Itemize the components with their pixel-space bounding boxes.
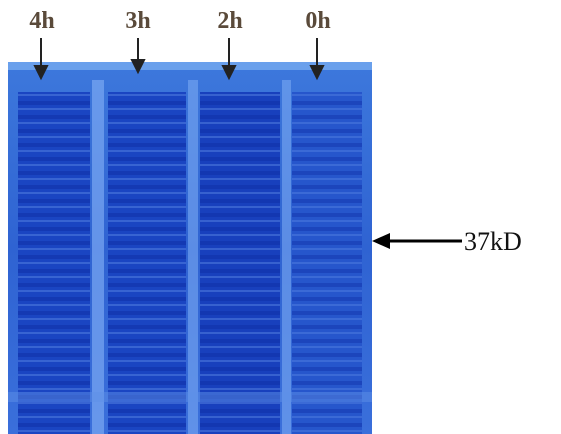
lane-bands: [200, 92, 280, 434]
lane-label: 2h: [217, 8, 242, 34]
lane-arrows: [33, 38, 325, 81]
lane-gap: [92, 80, 104, 434]
lanes: [8, 80, 372, 434]
arrow-head: [221, 65, 237, 81]
lane-label: 4h: [29, 8, 54, 34]
arrow-head: [33, 65, 49, 81]
arrow-head: [130, 59, 146, 75]
marker-arrow-head: [372, 233, 390, 249]
lane-bands: [18, 92, 90, 434]
lane-bands: [292, 92, 362, 434]
lane-label: 0h: [305, 8, 330, 34]
lane-bands: [108, 92, 186, 434]
lane-gap: [282, 80, 291, 434]
bottom-band: [8, 392, 372, 402]
arrow-head: [309, 65, 325, 81]
lane-label: 3h: [125, 8, 150, 34]
marker-label: 37kD: [464, 227, 522, 256]
gel-top-edge: [8, 62, 372, 70]
lane-gap: [188, 80, 198, 434]
